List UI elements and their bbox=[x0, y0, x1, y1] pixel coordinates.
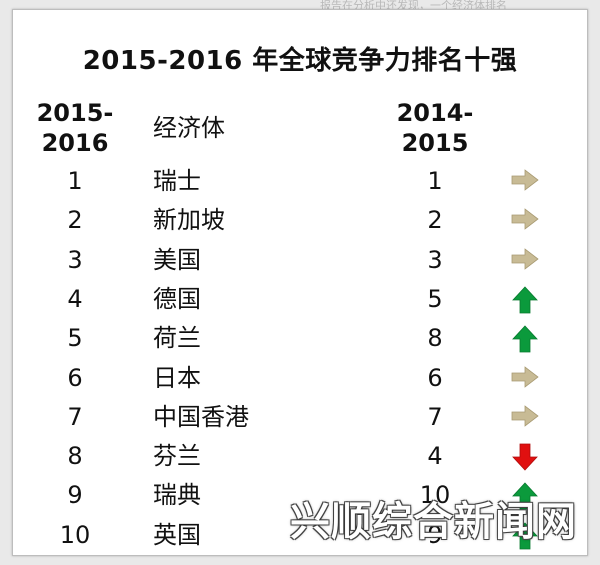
watermark: 兴顺综合新闻网 bbox=[290, 499, 577, 545]
rank-2015-2016: 10 bbox=[59, 520, 91, 549]
rank-2015-2016: 1 bbox=[67, 167, 83, 195]
table-title: 2015-2016 年全球竞争力排名十强 bbox=[82, 46, 518, 76]
table-row: 5 荷兰 8 bbox=[13, 319, 587, 358]
rank-2015-2016: 5 bbox=[67, 324, 83, 353]
rank-2015-2016: 8 bbox=[67, 442, 83, 471]
economy-name: 中国香港 bbox=[153, 402, 249, 431]
table-row: 10 英国 9 bbox=[13, 516, 587, 555]
header-rank-2014-2015: 2014- 2015 bbox=[387, 98, 483, 158]
rank-2015-2016: 6 bbox=[67, 363, 83, 392]
rank-2015-2016: 4 bbox=[67, 284, 83, 313]
rank-2015-2016: 7 bbox=[67, 402, 83, 431]
up-arrow-icon bbox=[505, 280, 545, 319]
rank-2014-2015: 2 bbox=[427, 206, 443, 235]
rank-2015-2016: 2 bbox=[67, 206, 83, 235]
economy-name: 新加坡 bbox=[153, 206, 225, 235]
header-rank-2015-2016: 2015- 2016 bbox=[27, 98, 123, 158]
economy-name: 瑞士 bbox=[153, 167, 201, 195]
economy-name: 荷兰 bbox=[153, 324, 201, 353]
table-row: 8 芬兰 4 bbox=[13, 437, 587, 476]
rank-2014-2015: 4 bbox=[427, 442, 443, 471]
header-prev-line1: 2014- bbox=[396, 99, 474, 127]
right-arrow-icon bbox=[505, 398, 545, 437]
rank-2014-2015: 5 bbox=[427, 284, 443, 313]
up-arrow-icon bbox=[505, 516, 545, 555]
rank-2014-2015: 8 bbox=[427, 324, 443, 353]
rank-2015-2016: 9 bbox=[67, 481, 83, 510]
header-prev-line2: 2015 bbox=[401, 129, 469, 157]
rank-2014-2015: 9 bbox=[427, 520, 443, 549]
table-row: 2 新加坡 2 bbox=[13, 201, 587, 240]
rank-2014-2015: 10 bbox=[419, 481, 451, 510]
table-row: 6 日本 6 bbox=[13, 359, 587, 398]
economy-name: 日本 bbox=[153, 363, 201, 392]
table-row: 7 中国香港 7 bbox=[13, 398, 587, 437]
rank-2014-2015: 7 bbox=[427, 402, 443, 431]
table-row: 1 瑞士 1 bbox=[13, 162, 587, 201]
down-arrow-icon bbox=[505, 437, 545, 476]
rank-2015-2016: 3 bbox=[67, 245, 83, 274]
up-arrow-icon bbox=[505, 319, 545, 358]
right-arrow-icon bbox=[505, 162, 545, 201]
background-top-text: 报告在分析中还发现，一个经济体排名 bbox=[320, 0, 507, 12]
economy-name: 英国 bbox=[153, 520, 201, 549]
rank-2014-2015: 6 bbox=[427, 363, 443, 392]
economy-name: 瑞典 bbox=[153, 481, 201, 510]
right-arrow-icon bbox=[505, 359, 545, 398]
rank-2014-2015: 1 bbox=[427, 167, 443, 195]
header-economy: 经济体 bbox=[153, 114, 225, 142]
table-row: 3 美国 3 bbox=[13, 241, 587, 280]
up-arrow-icon bbox=[505, 476, 545, 515]
header-rank-line2: 2016 bbox=[41, 129, 109, 157]
rank-2014-2015: 3 bbox=[427, 245, 443, 274]
economy-name: 芬兰 bbox=[153, 442, 201, 471]
table-row: 9 瑞典 10 bbox=[13, 476, 587, 515]
right-arrow-icon bbox=[505, 201, 545, 240]
ranking-table-card: 2015-2016 年全球竞争力排名十强 2015- 2016 经济体 2014… bbox=[12, 9, 588, 556]
economy-name: 德国 bbox=[153, 284, 201, 313]
table-row: 4 德国 5 bbox=[13, 280, 587, 319]
economy-name: 美国 bbox=[153, 245, 201, 274]
header-rank-line1: 2015- bbox=[36, 99, 114, 127]
right-arrow-icon bbox=[505, 241, 545, 280]
